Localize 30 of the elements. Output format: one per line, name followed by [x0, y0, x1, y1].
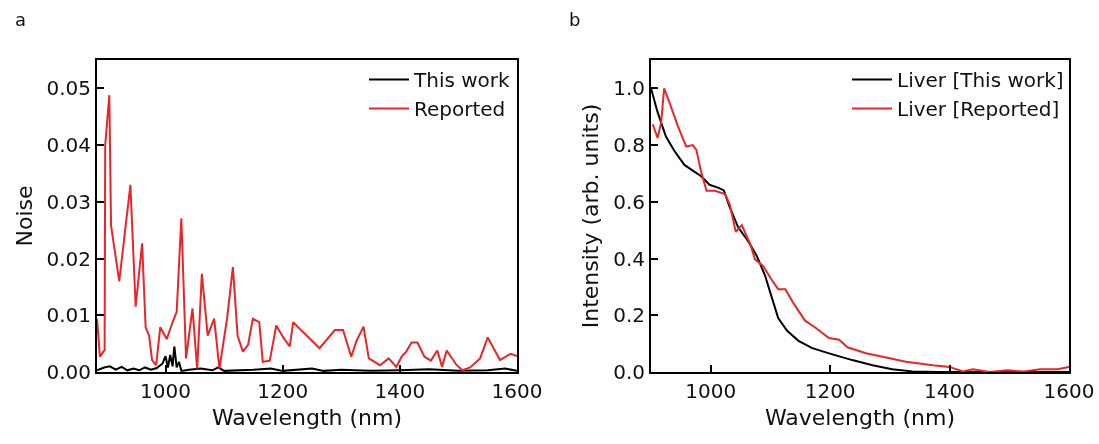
- x-axis-title: Wavelength (nm): [764, 405, 956, 431]
- y-axis-title: Intensity (arb. units): [578, 103, 604, 329]
- y-tick-label: 0.05: [46, 76, 91, 101]
- legend-label: Reported: [414, 97, 506, 122]
- legend-label: Liver [Reported]: [897, 97, 1060, 122]
- y-tick-label: 0.02: [46, 246, 91, 271]
- x-tick-label: 1000: [140, 379, 191, 403]
- y-tick-label: 0.00: [46, 360, 91, 384]
- y-tick-label: 0.6: [613, 189, 645, 214]
- y-tick-label: 0.03: [46, 189, 91, 214]
- x-tick-label: 1600: [1043, 379, 1095, 403]
- y-axis-title: Noise: [11, 185, 37, 247]
- x-tick-label: 1200: [257, 379, 309, 403]
- text: b: [569, 9, 581, 30]
- x-tick-label: 1200: [804, 379, 856, 403]
- legend-label: This work: [413, 68, 511, 93]
- x-tick-label: 1400: [374, 379, 426, 403]
- x-axis-title: Wavelength (nm): [211, 405, 403, 431]
- y-tick-label: 0.4: [613, 246, 645, 271]
- y-tick-label: 0.01: [46, 303, 91, 328]
- y-tick-label: 0.0: [613, 360, 645, 384]
- legend-label: Liver [This work]: [897, 68, 1064, 93]
- text: a: [15, 9, 27, 30]
- x-tick-label: 1600: [491, 379, 543, 403]
- y-tick-label: 1.0: [613, 76, 645, 101]
- x-tick-label: 1000: [685, 379, 737, 403]
- x-tick-label: 1400: [924, 379, 976, 403]
- y-tick-label: 0.04: [46, 133, 91, 158]
- y-tick-label: 0.8: [613, 133, 645, 158]
- y-tick-label: 0.2: [613, 303, 645, 328]
